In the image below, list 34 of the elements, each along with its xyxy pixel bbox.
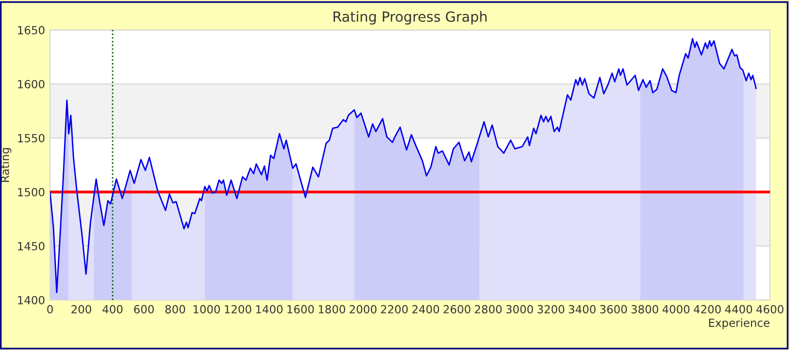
x-tick-label: 2200 — [381, 305, 408, 314]
x-tick-label: 3200 — [538, 305, 564, 314]
y-tick-label: 1550 — [18, 134, 44, 142]
x-tick-label: 4200 — [694, 305, 721, 314]
x-tick-label: 1400 — [256, 305, 283, 314]
x-tick-label: 2400 — [412, 305, 440, 314]
y-tick-label: 1450 — [18, 242, 44, 250]
x-tick-label: 400 — [102, 305, 122, 314]
y-axis-title: Rating — [0, 148, 12, 182]
x-tick-label: 3400 — [568, 305, 596, 314]
y-tick-label: 1400 — [18, 296, 44, 304]
x-tick-label: 3000 — [506, 305, 533, 314]
y-tick-label: 1650 — [18, 26, 44, 34]
x-tick-label: 4600 — [756, 305, 784, 314]
x-tick-label: 1600 — [288, 305, 314, 314]
x-axis-title: Experience — [709, 318, 770, 330]
x-tick-label: 0 — [47, 305, 53, 314]
x-tick-label: 1200 — [224, 305, 252, 314]
chart-title: Rating Progress Graph — [334, 11, 487, 25]
x-tick-label: 2800 — [474, 305, 502, 314]
x-tick-label: 600 — [134, 305, 154, 314]
x-tick-label: 200 — [72, 305, 92, 314]
x-tick-label: 4000 — [662, 305, 690, 314]
x-tick-label: 3800 — [631, 305, 658, 314]
x-tick-label: 1800 — [318, 305, 346, 314]
x-tick-label: 3600 — [600, 305, 627, 314]
x-tick-label: 800 — [165, 305, 186, 314]
x-tick-label: 1000 — [194, 305, 220, 314]
x-tick-label: 2000 — [350, 305, 376, 314]
line-series — [50, 38, 757, 294]
y-tick-label: 1600 — [18, 80, 44, 88]
x-tick-label: 4400 — [725, 305, 752, 314]
x-tick-label: 2600 — [444, 305, 470, 314]
y-tick-label: 1500 — [18, 188, 44, 196]
